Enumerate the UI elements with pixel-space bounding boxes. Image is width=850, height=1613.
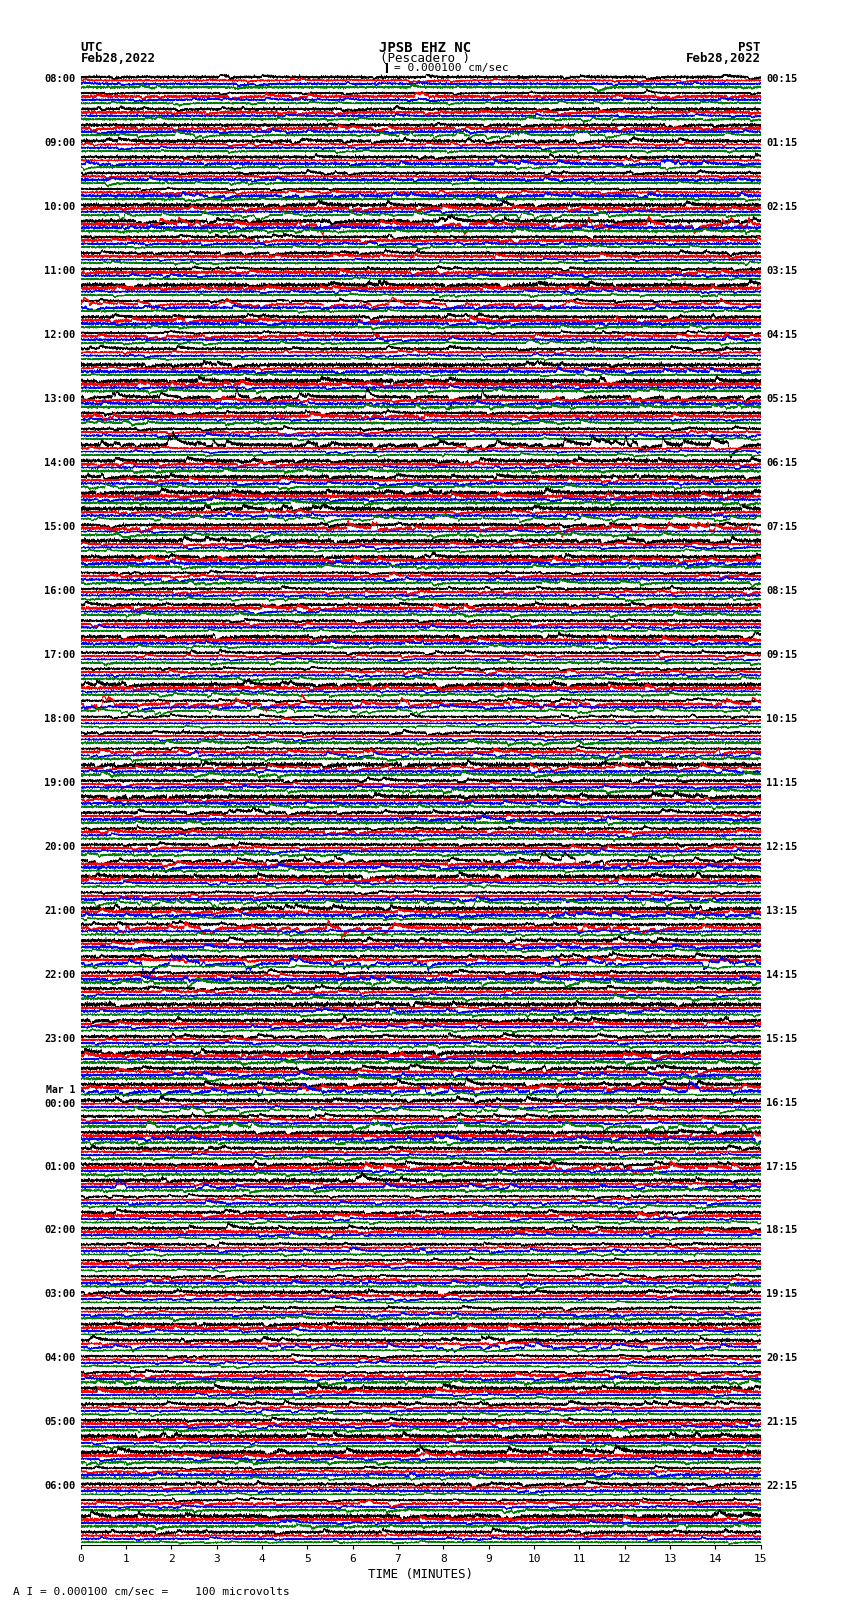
- Text: 13:00: 13:00: [44, 394, 76, 403]
- Text: 09:15: 09:15: [766, 650, 797, 660]
- Text: 17:15: 17:15: [766, 1161, 797, 1171]
- Text: 21:15: 21:15: [766, 1418, 797, 1428]
- Text: 04:15: 04:15: [766, 331, 797, 340]
- Text: 09:00: 09:00: [44, 139, 76, 148]
- Text: 23:00: 23:00: [44, 1034, 76, 1044]
- Text: A I = 0.000100 cm/sec =    100 microvolts: A I = 0.000100 cm/sec = 100 microvolts: [13, 1587, 290, 1597]
- Text: 11:00: 11:00: [44, 266, 76, 276]
- Text: 07:15: 07:15: [766, 523, 797, 532]
- Text: 03:15: 03:15: [766, 266, 797, 276]
- Text: 21:00: 21:00: [44, 905, 76, 916]
- Text: 06:15: 06:15: [766, 458, 797, 468]
- Text: 22:00: 22:00: [44, 969, 76, 979]
- Text: 10:00: 10:00: [44, 202, 76, 213]
- Text: 12:15: 12:15: [766, 842, 797, 852]
- Text: 10:15: 10:15: [766, 715, 797, 724]
- Text: 11:15: 11:15: [766, 777, 797, 787]
- Text: 19:00: 19:00: [44, 777, 76, 787]
- X-axis label: TIME (MINUTES): TIME (MINUTES): [368, 1568, 473, 1581]
- Text: Feb28,2022: Feb28,2022: [81, 52, 156, 66]
- Text: JPSB EHZ NC: JPSB EHZ NC: [379, 40, 471, 55]
- Text: 14:15: 14:15: [766, 969, 797, 979]
- Text: 14:00: 14:00: [44, 458, 76, 468]
- Text: 15:15: 15:15: [766, 1034, 797, 1044]
- Text: Feb28,2022: Feb28,2022: [686, 52, 761, 66]
- Text: 02:00: 02:00: [44, 1226, 76, 1236]
- Text: UTC: UTC: [81, 40, 103, 55]
- Text: 00:15: 00:15: [766, 74, 797, 84]
- Text: Mar 1: Mar 1: [46, 1084, 76, 1095]
- Text: 18:00: 18:00: [44, 715, 76, 724]
- Text: = 0.000100 cm/sec: = 0.000100 cm/sec: [394, 63, 508, 73]
- Text: 13:15: 13:15: [766, 905, 797, 916]
- Text: 19:15: 19:15: [766, 1289, 797, 1300]
- Text: 00:00: 00:00: [44, 1098, 76, 1110]
- Text: 01:00: 01:00: [44, 1161, 76, 1171]
- Text: PST: PST: [739, 40, 761, 55]
- Text: 05:15: 05:15: [766, 394, 797, 403]
- Text: 05:00: 05:00: [44, 1418, 76, 1428]
- Text: 02:15: 02:15: [766, 202, 797, 213]
- Text: 15:00: 15:00: [44, 523, 76, 532]
- Text: 20:00: 20:00: [44, 842, 76, 852]
- Text: 08:00: 08:00: [44, 74, 76, 84]
- Text: 03:00: 03:00: [44, 1289, 76, 1300]
- Text: 18:15: 18:15: [766, 1226, 797, 1236]
- Text: 17:00: 17:00: [44, 650, 76, 660]
- Text: 08:15: 08:15: [766, 586, 797, 595]
- Text: 01:15: 01:15: [766, 139, 797, 148]
- Text: 16:15: 16:15: [766, 1097, 797, 1108]
- Text: (Pescadero ): (Pescadero ): [380, 52, 470, 66]
- Text: 16:00: 16:00: [44, 586, 76, 595]
- Text: 22:15: 22:15: [766, 1481, 797, 1492]
- Text: 06:00: 06:00: [44, 1481, 76, 1492]
- Text: 12:00: 12:00: [44, 331, 76, 340]
- Text: 04:00: 04:00: [44, 1353, 76, 1363]
- Text: 20:15: 20:15: [766, 1353, 797, 1363]
